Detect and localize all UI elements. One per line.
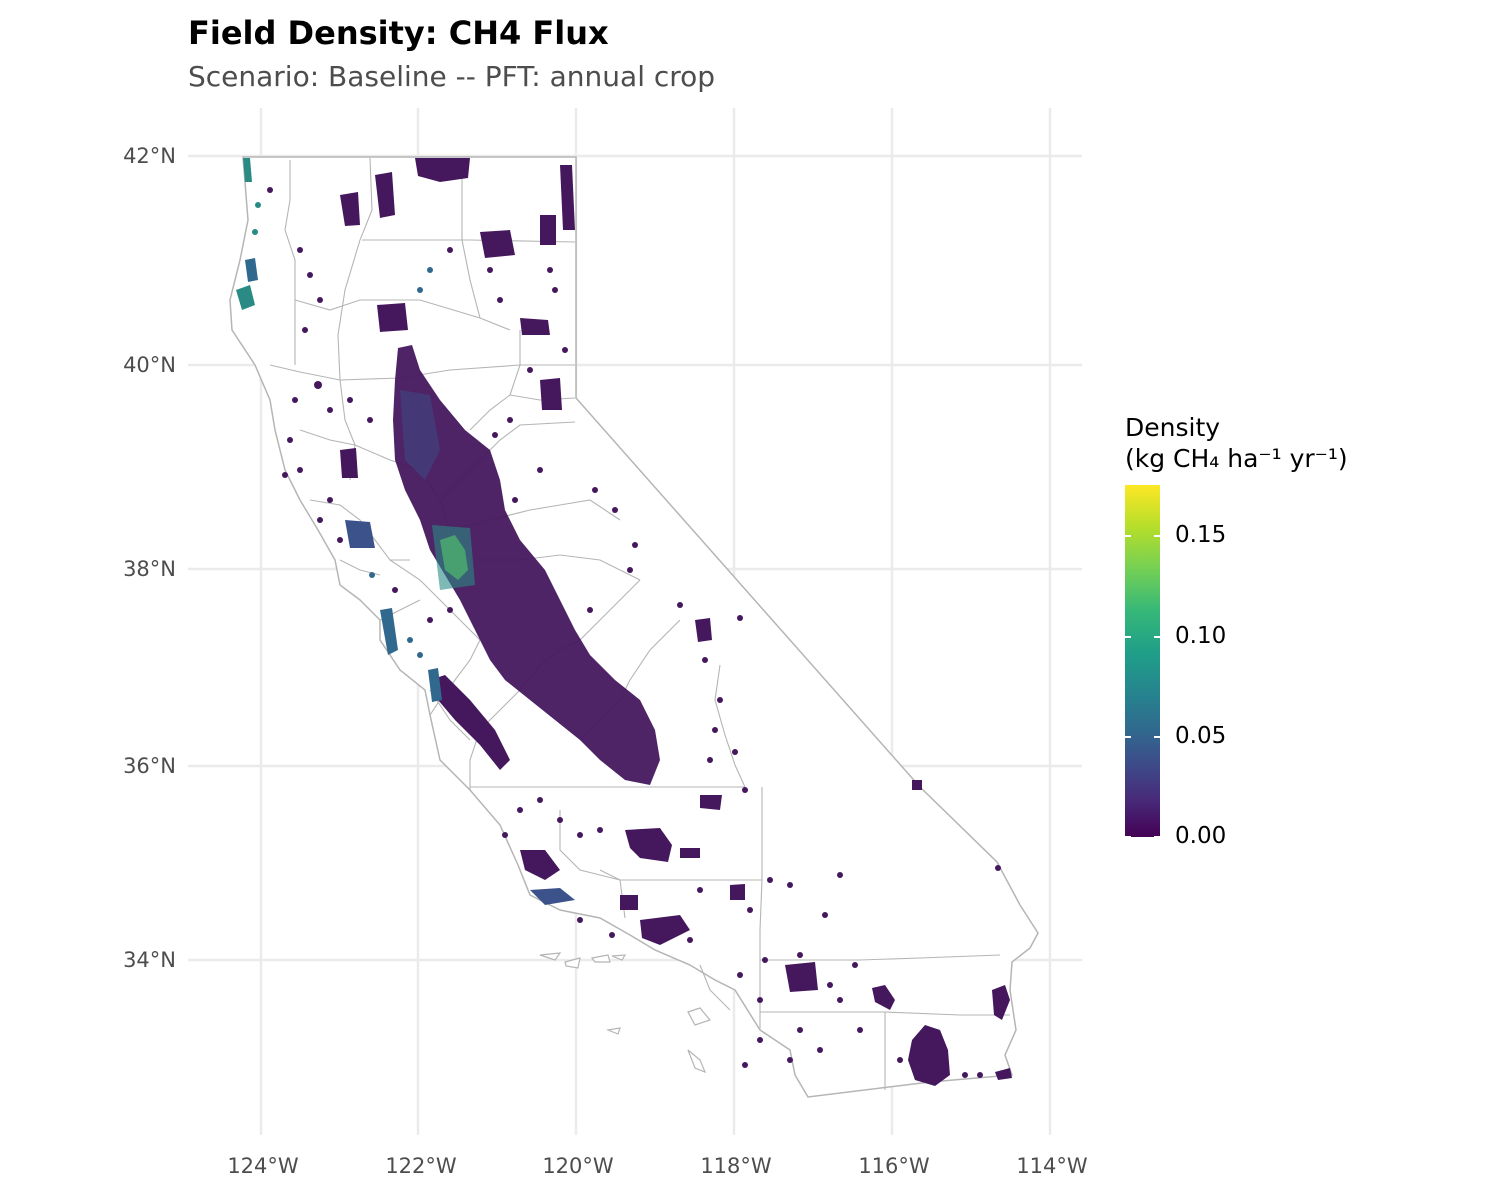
field-central-valley — [393, 345, 660, 785]
field-big-valley — [520, 318, 550, 335]
field-oxnard — [640, 915, 690, 945]
field-humboldt — [236, 285, 255, 310]
field-scott-valley — [340, 192, 360, 226]
field-klamath — [415, 158, 470, 182]
field-antelope — [700, 795, 722, 810]
lon-label-114: 114°W — [1016, 1154, 1088, 1178]
field-tulelake — [375, 172, 395, 218]
field-delta-mid — [432, 525, 475, 590]
field-yuma — [995, 1068, 1012, 1080]
field-imperial — [908, 1025, 950, 1086]
field-salinas-teal — [428, 668, 442, 702]
legend-tick-000-left — [1125, 836, 1131, 838]
legend-title-line1: Density — [1125, 413, 1221, 442]
lon-label-116: 116°W — [858, 1154, 930, 1178]
field-honey-lake — [540, 378, 562, 410]
lat-label-34: 34°N — [123, 948, 176, 972]
field-sonoma — [345, 520, 375, 548]
field-kern — [625, 828, 672, 862]
legend-tick-005-right — [1154, 736, 1160, 738]
legend-tick-015-right — [1154, 535, 1160, 537]
field-fall-river — [480, 230, 515, 258]
legend-tick-010-left — [1125, 636, 1131, 638]
field-del-norte — [243, 158, 252, 182]
legend-tick-000-right — [1154, 836, 1160, 838]
legend-title: Density (kg CH₄ ha⁻¹ yr⁻¹) — [1125, 412, 1348, 474]
legend-tick-005-left — [1125, 736, 1131, 738]
lon-label-120: 120°W — [542, 1154, 614, 1178]
field-eel-river — [245, 258, 258, 282]
field-coachella — [872, 985, 895, 1010]
legend-label-010: 0.10 — [1175, 623, 1227, 649]
chart-title: Field Density: CH4 Flux — [188, 14, 609, 52]
legend-title-line2: (kg CH₄ ha⁻¹ yr⁻¹) — [1125, 444, 1348, 473]
field-lancaster — [680, 848, 700, 858]
field-inland-empire — [785, 962, 818, 992]
lon-label-122: 122°W — [385, 1154, 457, 1178]
scattered-fields — [252, 187, 1001, 1078]
legend-label-000: 0.00 — [1175, 823, 1227, 849]
lat-label-40: 40°N — [123, 353, 176, 377]
field-cuyama — [620, 895, 638, 910]
legend-colorbar — [1125, 485, 1160, 837]
legend-label-005: 0.05 — [1175, 723, 1227, 749]
field-palo-verde — [992, 985, 1010, 1020]
field-bay-coast — [380, 608, 398, 655]
lon-label-118: 118°W — [700, 1154, 772, 1178]
field-surprise — [540, 215, 556, 245]
lat-label-38: 38°N — [123, 557, 176, 581]
legend-tick-010-right — [1154, 636, 1160, 638]
field-santa-maria — [520, 850, 560, 880]
field-owens — [695, 618, 712, 642]
field-lompoc — [530, 888, 575, 905]
lat-label-36: 36°N — [123, 754, 176, 778]
channel-islands — [539, 952, 712, 1074]
field-lake-co — [340, 448, 358, 478]
field-modoc — [560, 165, 575, 230]
lon-label-124: 124°W — [227, 1154, 299, 1178]
field-sierra-valley — [377, 303, 408, 332]
field-salinas — [430, 675, 510, 770]
legend-tick-015-left — [1125, 535, 1131, 537]
lat-label-42: 42°N — [123, 144, 176, 168]
chart-subtitle: Scenario: Baseline -- PFT: annual crop — [188, 60, 716, 93]
legend-label-015: 0.15 — [1175, 522, 1227, 548]
field-mojave — [730, 884, 745, 900]
field-sac-valley-mid — [400, 390, 440, 480]
california-outline — [229, 156, 1039, 1098]
field-blythe — [912, 780, 922, 790]
field-patches — [236, 158, 1012, 1086]
